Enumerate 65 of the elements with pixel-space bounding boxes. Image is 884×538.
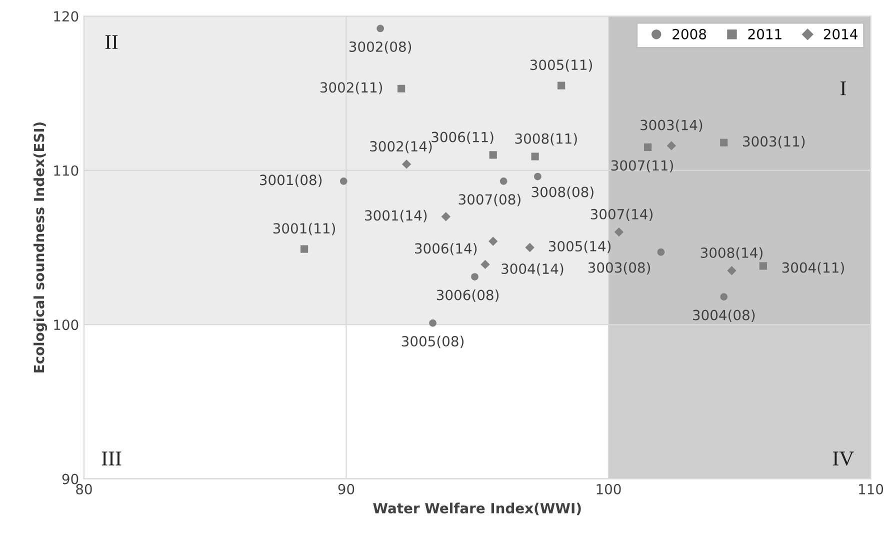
point (644, 143, 652, 152)
point (471, 273, 478, 280)
y-axis-title: Ecological soundness Index(ESI) (34, 122, 48, 372)
annotation: 3003(08) (588, 262, 650, 274)
annotation: 3008(11) (515, 133, 577, 146)
point (398, 84, 406, 92)
point (376, 24, 384, 32)
x-tick-label: 110 (859, 484, 884, 494)
y-tick-label: 120 (54, 11, 78, 22)
annotation: 3005(14) (548, 240, 611, 254)
annotation: 3006(11) (432, 132, 494, 144)
point (614, 227, 624, 237)
point (727, 266, 736, 276)
point (534, 172, 542, 180)
annotation: 3001(11) (273, 222, 336, 236)
annotation: 3008(14) (700, 247, 762, 260)
annotation: 3004(08) (693, 310, 755, 322)
annotation: III (102, 452, 122, 466)
point (720, 293, 728, 301)
annotation: 3003(14) (640, 120, 702, 132)
annotation: 3004(11) (782, 262, 844, 274)
point (441, 212, 450, 222)
point (480, 260, 490, 270)
point (429, 319, 436, 327)
annotation: II (105, 35, 118, 49)
y-tick-label: 90 (62, 474, 78, 484)
x-tick-label: 80 (76, 484, 92, 494)
point (759, 262, 768, 270)
legend-label: 2014 (824, 28, 858, 40)
annotation: 3004(14) (502, 263, 564, 276)
point (300, 245, 308, 253)
annotation: 3001(14) (365, 210, 427, 222)
y-tick-label: 110 (54, 165, 78, 176)
legend-label: 2008 (672, 28, 706, 40)
point (488, 236, 498, 246)
point (531, 152, 539, 160)
annotation: 3007(08) (458, 194, 520, 206)
annotation: 3006(14) (415, 242, 477, 256)
point (666, 141, 676, 150)
annotation: IV (832, 452, 854, 466)
point (657, 248, 665, 256)
annotation: 3005(08) (402, 336, 464, 348)
annotation: 3006(08) (436, 290, 499, 302)
point (340, 177, 348, 185)
annotation: 3001(08) (260, 174, 322, 187)
annotation: 3008(08) (532, 186, 594, 199)
annotation: 3003(11) (743, 136, 805, 148)
point (525, 242, 534, 252)
annotation: 3002(08) (349, 41, 412, 54)
point (489, 151, 497, 159)
point (500, 177, 508, 185)
x-axis-title: Water Welfare Index(WWI) (373, 502, 581, 516)
x-tick-label: 90 (338, 484, 354, 494)
point (557, 82, 566, 90)
legend-label: 2011 (748, 28, 782, 40)
annotation: 3007(14) (590, 208, 652, 222)
y-tick-label: 100 (54, 320, 78, 330)
annotation: 3005(11) (530, 59, 592, 72)
annotation: I (840, 82, 846, 96)
annotation: 3007(11) (611, 160, 674, 172)
point (720, 138, 728, 146)
annotation: 3002(11) (320, 82, 382, 94)
x-tick-label: 100 (596, 484, 621, 494)
annotation: 3002(14) (370, 140, 432, 154)
point (402, 160, 412, 169)
